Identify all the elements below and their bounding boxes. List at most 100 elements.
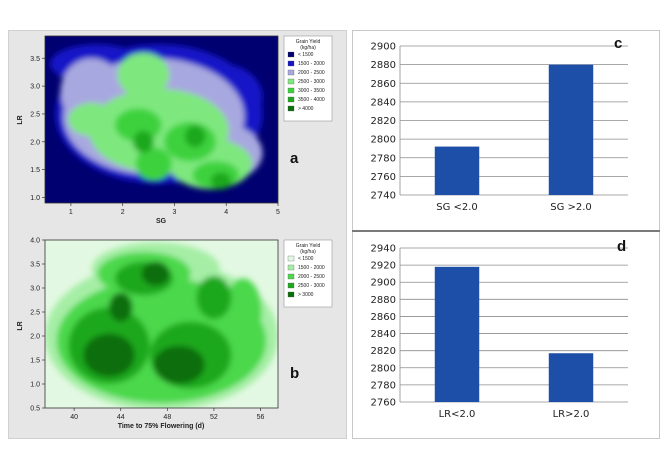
bar-d-1 <box>548 353 594 402</box>
x-tick-label-a-2: 3 <box>172 209 176 216</box>
y-tick-label-d-8: 2920 <box>371 261 396 272</box>
category-labels-d: LR<2.0 LR>2.0 <box>439 409 590 420</box>
contour-region-a-14 <box>133 130 154 153</box>
panel-divider <box>352 230 660 232</box>
legend-swatch-a-3 <box>287 78 295 85</box>
legend-title-b: Grain Yield (kg/ha) <box>296 243 321 255</box>
category-label-c-0: SG <2.0 <box>436 202 478 213</box>
legend-label-a-3: 2500 - 3000 <box>298 79 325 85</box>
x-axis-label-a: SG <box>156 218 167 225</box>
y-tick-label-d-7: 2900 <box>371 278 396 289</box>
y-tick-label-b-3: 2.0 <box>30 334 40 341</box>
category-label-d-0: LR<2.0 <box>439 409 476 420</box>
legend-label-a-4: 3000 - 3500 <box>298 88 325 94</box>
legend-swatch-b-4 <box>287 291 295 298</box>
panel-letter-c: c <box>614 35 622 52</box>
y-ticks-a: 1.0 1.5 2.0 2.5 3.0 3.5 <box>30 56 45 202</box>
y-tick-label-c-4: 2820 <box>371 116 396 127</box>
y-tick-label-d-2: 2800 <box>371 363 396 374</box>
legend-label-b-2: 2000 - 2500 <box>298 274 325 280</box>
y-tick-label-c-8: 2900 <box>371 42 396 53</box>
legend-label-a-0: < 1500 <box>298 52 314 58</box>
y-tick-label-a-2: 2.0 <box>30 139 40 146</box>
y-tick-label-b-2: 1.5 <box>30 358 40 365</box>
legend-b: Grain Yield (kg/ha)< 1500 1500 - 2000 2000 … <box>283 239 333 308</box>
x-tick-label-a-1: 2 <box>121 209 125 216</box>
legend-swatch-a-4 <box>287 87 295 94</box>
y-tick-label-b-4: 2.5 <box>30 310 40 317</box>
category-label-c-1: SG >2.0 <box>550 202 592 213</box>
legend-label-b-1: 1500 - 2000 <box>298 265 325 271</box>
contour-region-a-13 <box>135 147 172 181</box>
y-tick-label-d-9: 2940 <box>371 244 396 255</box>
y-tick-label-c-2: 2780 <box>371 153 396 164</box>
contour-plot-a: 1 2 3 4 5 1.0 1.5 2.0 2.5 3.0 3.5 SG LR Grain Yie… <box>17 35 333 225</box>
legend-swatch-b-0 <box>287 255 295 262</box>
bar-d-0 <box>434 266 480 402</box>
contour-region-b-4 <box>224 278 262 346</box>
y-tick-label-a-3: 2.5 <box>30 111 40 118</box>
legend-swatch-a-5 <box>287 96 295 103</box>
contour-region-b-11 <box>141 261 170 286</box>
x-tick-label-b-1: 44 <box>117 414 125 421</box>
bars-d <box>434 266 594 402</box>
x-tick-label-a-4: 5 <box>276 209 280 216</box>
legend-swatch-a-1 <box>287 60 295 67</box>
yield-contours-a <box>50 44 263 190</box>
y-axis-label-b: LR <box>17 321 24 330</box>
y-tick-label-d-3: 2820 <box>371 346 396 357</box>
bar-c-0 <box>434 146 480 195</box>
bars-c <box>434 64 594 195</box>
bar-chart-c: 2740 2760 2780 2800 2820 2840 2860 2880 2900 SG … <box>371 35 628 213</box>
contour-region-a-15 <box>184 125 206 148</box>
legend-label-b-3: 2500 - 3000 <box>298 283 325 289</box>
y-tick-label-b-1: 1.0 <box>30 382 40 389</box>
x-ticks-b: 40 44 48 52 56 <box>70 408 265 421</box>
y-tick-label-b-0: 0.5 <box>30 406 40 413</box>
x-axis-label-b: Time to 75% Flowering (d) <box>118 423 205 430</box>
gridlines-d <box>399 247 628 403</box>
contour-region-a-9 <box>117 52 170 98</box>
panel-letter-b: b <box>290 365 299 382</box>
x-tick-label-a-0: 1 <box>69 209 73 216</box>
y-tick-label-d-5: 2860 <box>371 312 396 323</box>
y-tick-label-d-6: 2880 <box>371 295 396 306</box>
y-tick-label-c-0: 2740 <box>371 191 396 202</box>
y-tick-label-a-4: 3.0 <box>30 84 40 91</box>
y-tick-label-c-7: 2880 <box>371 60 396 71</box>
contour-region-a-7 <box>68 102 115 137</box>
y-tick-label-d-4: 2840 <box>371 329 396 340</box>
legend-label-a-1: 1500 - 2000 <box>298 61 325 67</box>
contour-plot-b: 40 44 48 52 56 0.5 1.0 1.5 2.0 2.5 3.0 3.5 4.0 Time… <box>17 238 333 430</box>
legend-label-b-4: > 3000 <box>298 292 314 298</box>
legend-label-a-2: 2000 - 2500 <box>298 70 325 76</box>
legend-label-a-6: > 4000 <box>298 106 314 112</box>
bar-c-1 <box>548 64 594 195</box>
panel-letter-a: a <box>290 150 299 167</box>
contour-region-b-8 <box>196 276 232 320</box>
legend-swatch-b-2 <box>287 273 295 280</box>
legend-swatch-a-2 <box>287 69 295 76</box>
y-tick-label-a-0: 1.0 <box>30 195 40 202</box>
y-tick-label-b-6: 3.5 <box>30 262 40 269</box>
yield-contours-b <box>45 242 278 408</box>
y-tick-label-c-5: 2840 <box>371 97 396 108</box>
y-ticks-c: 2740 2760 2780 2800 2820 2840 2860 2880 2900 <box>371 42 396 202</box>
contour-region-b-9 <box>83 333 135 377</box>
y-ticks-b: 0.5 1.0 1.5 2.0 2.5 3.0 3.5 4.0 <box>30 238 45 413</box>
x-tick-label-b-0: 40 <box>70 414 78 421</box>
x-tick-label-b-3: 52 <box>210 414 218 421</box>
legend-label-b-0: < 1500 <box>298 256 314 262</box>
y-ticks-d: 2760 2780 2800 2820 2840 2860 2880 2900 2920 2940 <box>371 244 396 409</box>
legend-swatch-b-3 <box>287 282 295 289</box>
panel-letter-d: d <box>617 238 626 255</box>
x-tick-label-b-4: 56 <box>257 414 265 421</box>
contour-region-b-10 <box>153 345 205 384</box>
y-tick-label-d-0: 2760 <box>371 398 396 409</box>
legend-title-a: Grain Yield (kg/ha) <box>296 39 321 51</box>
contour-region-b-12 <box>109 292 133 322</box>
y-tick-label-c-1: 2760 <box>371 172 396 183</box>
y-tick-label-a-5: 3.5 <box>30 56 40 63</box>
legend-label-a-5: 3500 - 4000 <box>298 97 325 103</box>
